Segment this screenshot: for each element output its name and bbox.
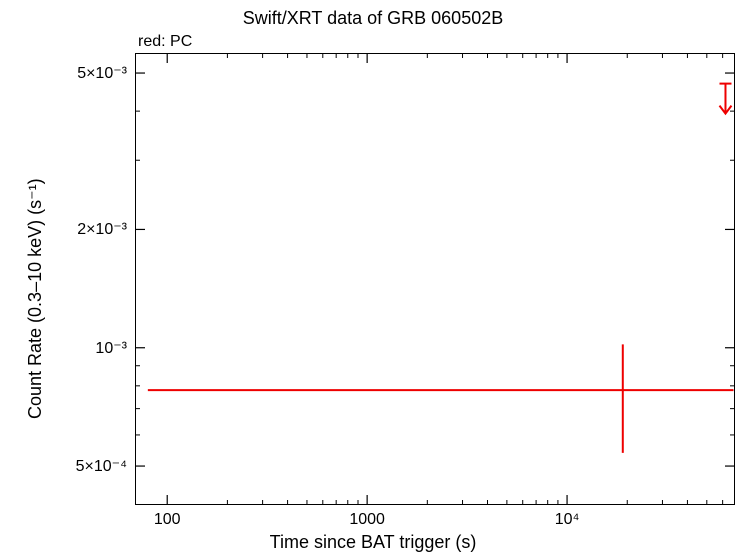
x-tick-label: 10⁴	[555, 511, 580, 529]
y-tick-label: 5×10⁻³	[77, 63, 127, 83]
x-tick-label: 1000	[349, 511, 385, 529]
y-tick-label: 5×10⁻⁴	[76, 456, 127, 476]
y-tick-label: 2×10⁻³	[77, 219, 127, 239]
x-tick-label: 100	[154, 511, 181, 529]
y-tick-label: 10⁻³	[95, 338, 127, 358]
chart-container: Swift/XRT data of GRB 060502B red: PC Ti…	[0, 0, 746, 558]
